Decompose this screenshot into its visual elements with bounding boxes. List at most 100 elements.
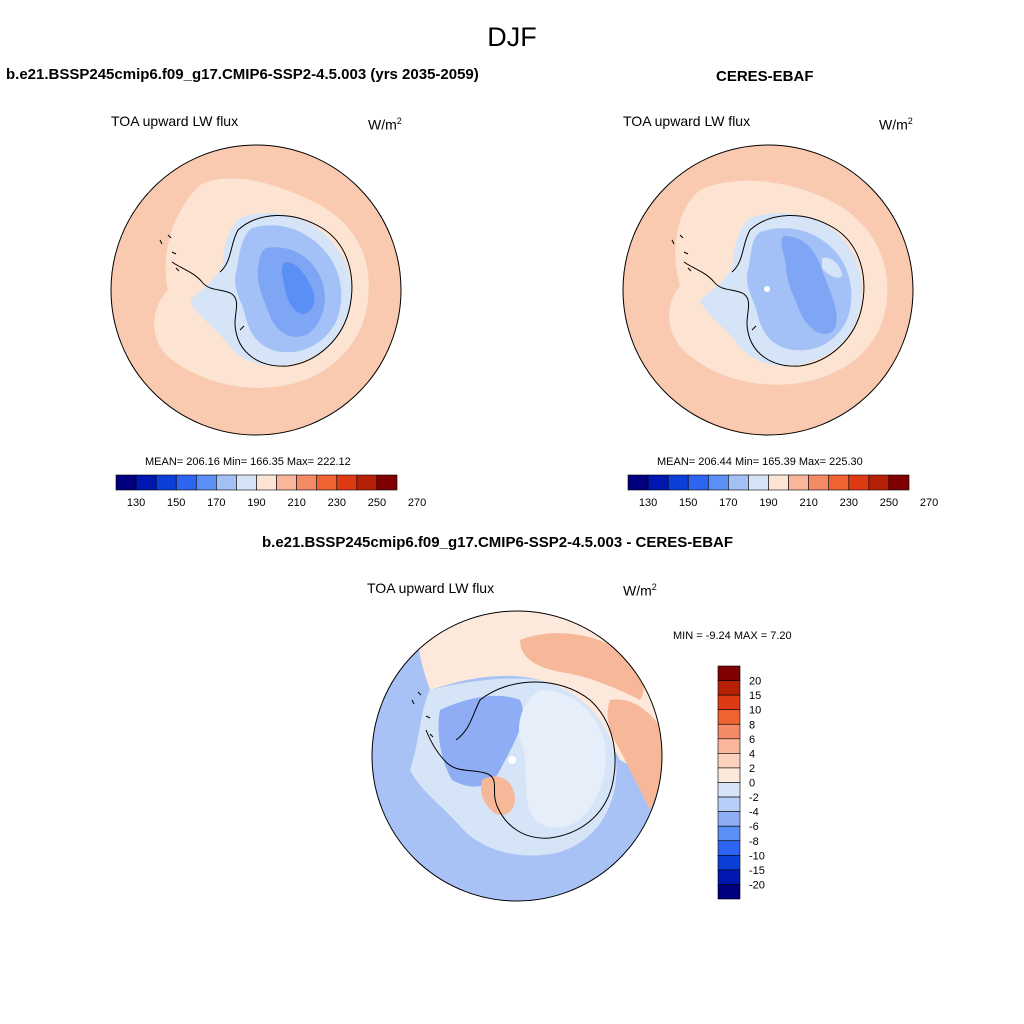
panel3-map — [372, 611, 662, 901]
panel2-colorbar-box — [707, 474, 729, 491]
panel2-ice-dark — [781, 236, 837, 334]
panel3-colorbar-tick-label: -10 — [749, 850, 765, 862]
panel2-colorbar-box — [888, 474, 910, 491]
panel2-units: W/m2 — [879, 116, 913, 133]
panel1-colorbar-box — [336, 474, 358, 491]
panel2-colorbar: 130 150 170 190 210 230 250 270 — [627, 474, 938, 509]
panel1-colorbar-tick-label: 150 — [167, 497, 185, 509]
panel2-colorbar-box — [868, 474, 890, 491]
panel1-colorbar-box — [195, 474, 217, 491]
panel1-colorbar-tick-label: 190 — [247, 497, 265, 509]
panel3-colorbar-box — [717, 884, 741, 900]
panel3-colorbar-tick-label: -15 — [749, 865, 765, 877]
panel2-colorbar-box — [667, 474, 689, 491]
panel3-colorbar-box — [717, 680, 741, 696]
panel1-colorbar-tick-label: 250 — [368, 497, 386, 509]
panel1-colorbar-tick-label: 210 — [287, 497, 305, 509]
panel3-colorbar-box — [717, 869, 741, 885]
panel3-colorbar-tick-label: 10 — [749, 705, 761, 717]
panel3-colorbar-tick-label: -8 — [749, 836, 759, 848]
panel1-coastline-islands — [159, 234, 245, 331]
panel1-colorbar-box — [115, 474, 137, 491]
panel3-stats: MIN = -9.24 MAX = 7.20 — [673, 630, 792, 642]
panel2-stats: MEAN= 206.44 Min= 165.39 Max= 225.30 — [657, 456, 863, 468]
panel3-colorbar-box — [717, 840, 741, 856]
panel1-colorbar-tick-label: 230 — [328, 497, 346, 509]
panel1-colorbar-box — [175, 474, 197, 491]
panel1-map-border — [110, 144, 402, 436]
panel3-colorbar-tick-label: 20 — [749, 676, 761, 688]
panel3-pole-point — [508, 756, 516, 764]
panel1-title: b.e21.BSSP245cmip6.f09_g17.CMIP6-SSP2-4.… — [6, 66, 479, 83]
panel3-colorbar-tick-label: 8 — [749, 719, 755, 731]
panel2-outer-band — [623, 300, 913, 435]
panel1-colorbar-box — [376, 474, 398, 491]
panel2-map-border — [622, 144, 914, 436]
panel2-colorbar-box — [808, 474, 830, 491]
panel2-colorbar-box — [788, 474, 809, 491]
panel2-pole-point — [764, 286, 770, 292]
panel1-colorbar-box — [236, 474, 257, 491]
panel3-colorbar-tick-label: 6 — [749, 734, 755, 746]
panel1-colorbar-box — [296, 474, 318, 491]
panel2-colorbar-box — [687, 474, 709, 491]
panel3-orange-patch-1 — [520, 633, 644, 700]
panel2-colorbar-box — [848, 474, 870, 491]
panel2-colorbar-tick-label: 230 — [840, 497, 858, 509]
panel3-colorbar-tick-label: 4 — [749, 748, 755, 760]
panel1-units: W/m2 — [368, 116, 402, 133]
panel1-colorbar-box — [216, 474, 237, 491]
panel3-colorbar-tick-label: -4 — [749, 807, 759, 819]
panel1-colorbar-box — [135, 474, 157, 491]
panel2-coastline — [683, 215, 865, 367]
panel2-colorbar-box — [647, 474, 669, 491]
panel1-coastline — [171, 215, 353, 367]
panel3-ice-blue — [438, 695, 523, 787]
panel3-colorbar-box — [717, 811, 741, 827]
panel3-peninsula-orange — [480, 776, 515, 815]
panel3-units: W/m2 — [623, 582, 657, 599]
panel3-colorbar-box — [717, 767, 741, 783]
panel3-title: b.e21.BSSP245cmip6.f09_g17.CMIP6-SSP2-4.… — [262, 534, 734, 551]
panel3-colorbar-box — [717, 855, 741, 871]
panel3-colorbar-tick-label: -6 — [749, 821, 759, 833]
panel3-colorbar-box — [717, 796, 741, 812]
panel1-colorbar-box — [276, 474, 297, 491]
panel2-colorbar-box — [627, 474, 649, 491]
panel2-map — [623, 145, 913, 435]
panel1-colorbar-box — [316, 474, 338, 491]
panel3-coastline-islands — [411, 691, 434, 738]
panel3-colorbar-tick-label: 15 — [749, 690, 761, 702]
panel3-variable-label: TOA upward LW flux — [367, 580, 495, 596]
panel1-variable-label: TOA upward LW flux — [111, 113, 239, 129]
panel2-colorbar-tick-label: 170 — [719, 497, 737, 509]
panel2-colorbar-tick-label: 150 — [679, 497, 697, 509]
panel2-title: CERES-EBAF — [716, 68, 814, 85]
panel3-colorbar-box — [717, 723, 741, 740]
panel2-colorbar-box — [728, 474, 749, 491]
panel2-colorbar-tick-label: 210 — [799, 497, 817, 509]
panel2-colorbar-tick-label: 190 — [759, 497, 777, 509]
panel3-colorbar-box — [717, 782, 741, 798]
panel3-ice-pale-east — [518, 690, 606, 828]
panel3-colorbar-tick-label: -2 — [749, 792, 759, 804]
panel3-orange-patch-2 — [607, 699, 662, 810]
figure-title: DJF — [487, 22, 537, 52]
panel3-colorbar-box — [717, 709, 741, 725]
panel2-colorbar-box — [748, 474, 769, 491]
panel2-variable-label: TOA upward LW flux — [623, 113, 751, 129]
panel1-colorbar-box — [356, 474, 378, 491]
panel3-colorbar-box — [717, 753, 741, 769]
panel2-colorbar-tick-label: 130 — [639, 497, 657, 509]
panel2-colorbar-tick-label: 270 — [920, 497, 938, 509]
panel1-colorbar-box — [256, 474, 277, 491]
panel2-coastline-islands — [671, 234, 757, 331]
panel3-colorbar-box — [717, 825, 741, 842]
panel3-coastline — [425, 681, 616, 839]
panel3-colorbar-box — [717, 738, 741, 754]
panel3-colorbar-tick-label: -20 — [749, 879, 765, 891]
panel1-colorbar: 130 150 170 190 210 230 250 270 — [115, 474, 426, 509]
panel1-colorbar-tick-label: 170 — [207, 497, 225, 509]
panel1-stats: MEAN= 206.16 Min= 166.35 Max= 222.12 — [145, 456, 351, 468]
